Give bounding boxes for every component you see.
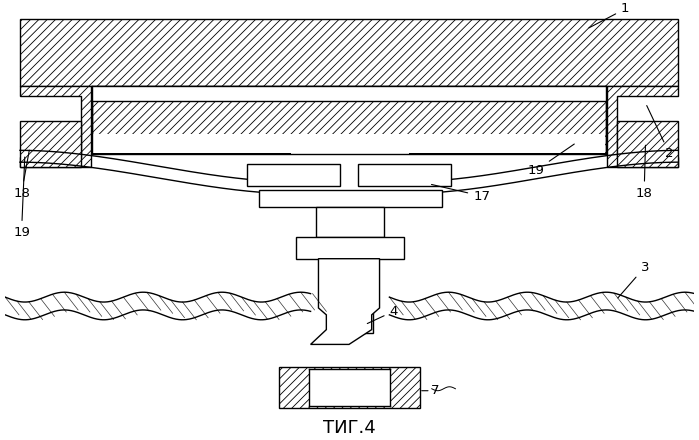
Text: ΤИГ.4: ΤИГ.4 [323,419,376,437]
Text: 1: 1 [589,2,629,28]
Text: 4: 4 [367,305,398,323]
Bar [92,86,606,153]
Polygon shape [20,86,91,167]
Text: 19: 19 [527,144,575,177]
Bar [259,190,442,208]
Bar [92,86,606,101]
Bar [358,164,452,186]
Bar [247,164,340,186]
Bar [617,121,678,167]
Bar [296,237,404,259]
Text: 17: 17 [431,184,490,202]
Bar [327,259,373,333]
Polygon shape [607,86,678,167]
Bar [279,367,420,408]
Bar [20,19,678,86]
Text: 2: 2 [647,106,674,160]
Text: 3: 3 [618,260,649,298]
Text: 18: 18 [635,145,653,200]
Bar [20,121,81,167]
Text: 18: 18 [13,150,30,200]
Text: 19: 19 [13,157,30,239]
Text: 7: 7 [431,384,439,397]
Bar [309,369,390,407]
Bar [291,144,409,154]
Bar [315,208,384,237]
Polygon shape [310,259,380,345]
Bar [93,134,605,153]
